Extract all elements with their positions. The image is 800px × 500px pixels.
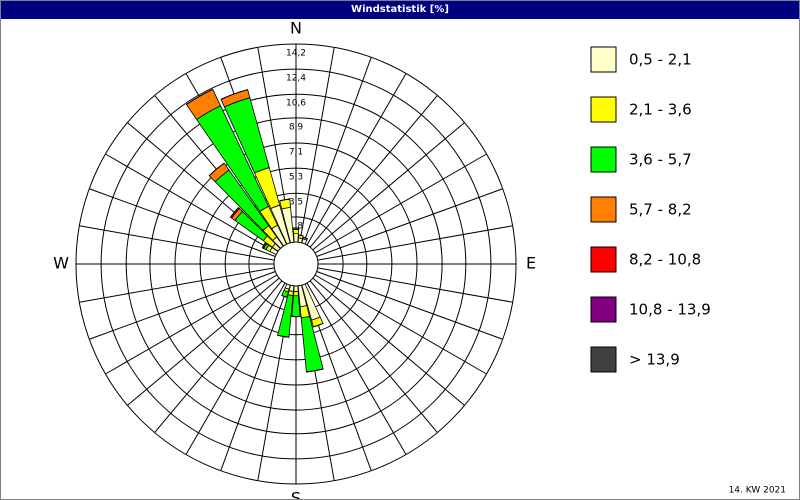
wind-sector (313, 322, 324, 328)
ring (75, 43, 517, 485)
legend-label: 0,5 - 2,1 (629, 51, 692, 69)
legend-swatch (590, 46, 617, 73)
compass-label: N (290, 20, 302, 38)
ring (125, 93, 467, 435)
wind-sector (306, 368, 324, 373)
legend-swatch (590, 96, 617, 123)
compass-label: W (53, 254, 69, 273)
wind-sector (261, 242, 266, 249)
legend-swatch (590, 346, 617, 373)
r-tick-label: 10,6 (286, 99, 306, 109)
legend-swatch (590, 296, 617, 323)
wind-sector (293, 291, 299, 297)
legend-label: 2,1 - 3,6 (629, 101, 692, 119)
ring (100, 68, 492, 460)
wind-sector (291, 295, 301, 318)
r-tick-label: 5,3 (289, 173, 303, 183)
legend-swatch (590, 196, 617, 223)
r-tick-label: 8,9 (289, 122, 304, 132)
legend-label: > 13,9 (629, 351, 680, 369)
legend-label: 3,6 - 5,7 (629, 151, 692, 169)
wind-sector (292, 229, 300, 235)
compass-label: S (291, 489, 301, 500)
r-tick-label: 7,1 (289, 148, 303, 158)
wind-sector (186, 88, 213, 105)
legend-label: 5,7 - 8,2 (629, 201, 692, 219)
legend-swatch (590, 146, 617, 173)
wind-sector (277, 294, 294, 338)
r-tick-label: 1,8 (289, 221, 304, 231)
legend-label: 8,2 - 10,8 (629, 251, 701, 269)
wind-sector (279, 198, 290, 202)
legend-label: 10,8 - 13,9 (629, 301, 711, 319)
ring (224, 192, 368, 336)
wind-sector (281, 295, 287, 298)
wind-sector (220, 89, 248, 100)
ring (174, 142, 418, 386)
wind-sector (293, 285, 299, 292)
ring (199, 167, 393, 361)
chart: 14. KW 2021 1,8 3,5 5,3 7,1 8,9 10,6 12,4 14,2 N… (53, 20, 786, 500)
legend-swatch (590, 246, 617, 273)
compass-label: E (526, 254, 536, 273)
r-tick-label: 12,4 (286, 74, 306, 84)
r-tick-label: 14,2 (286, 49, 306, 59)
footer-note: 14. KW 2021 (729, 486, 786, 496)
chart-title: Windstatistik [%] (1, 1, 799, 19)
ring (149, 117, 443, 411)
wind-sector (293, 233, 299, 243)
r-tick-label: 3,5 (289, 198, 303, 208)
